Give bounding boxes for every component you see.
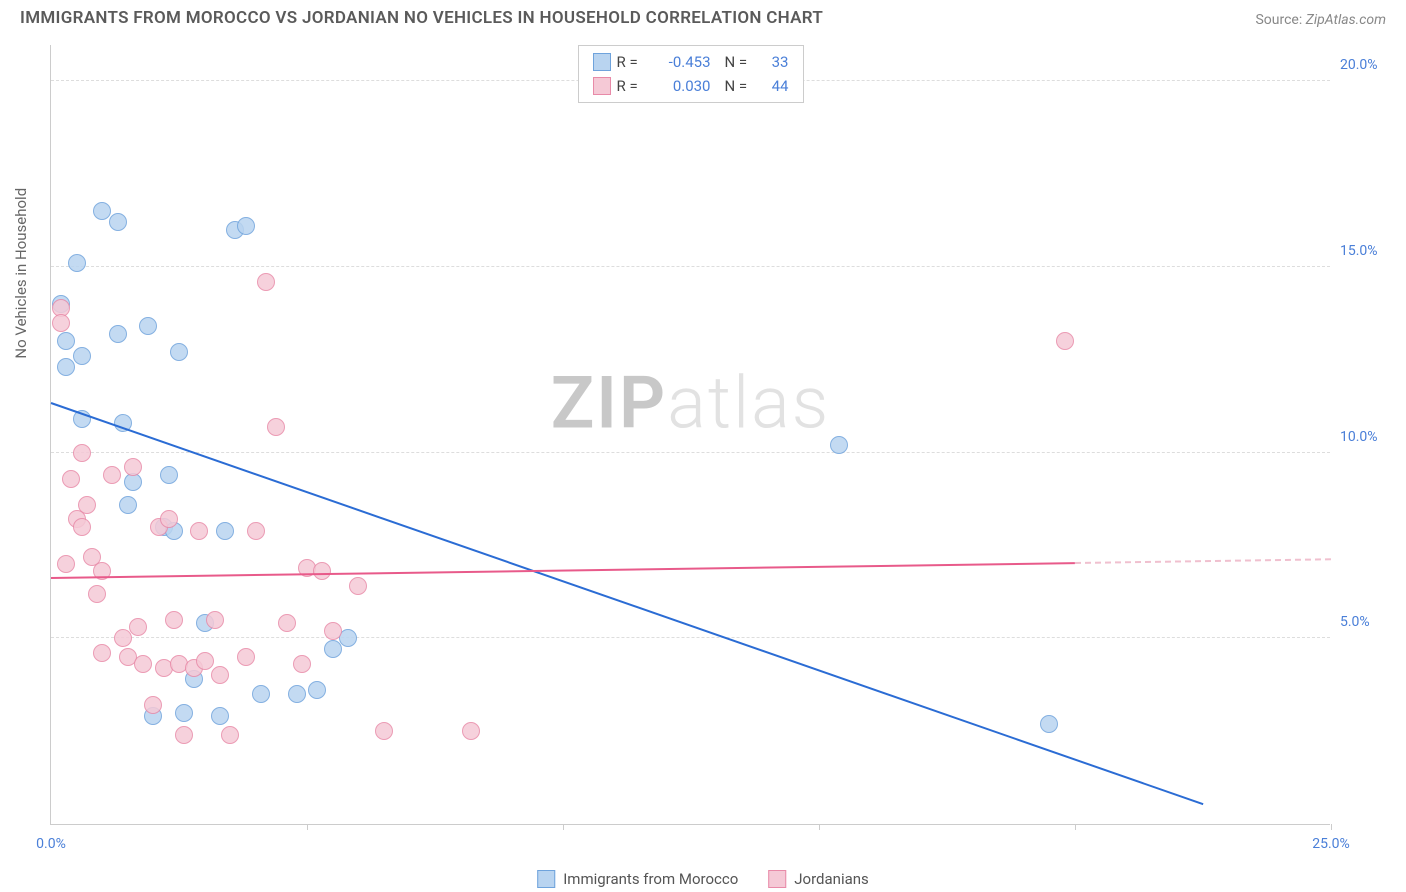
data-point-jordanian	[206, 611, 224, 629]
data-point-jordanian	[349, 577, 367, 595]
trend-line	[51, 562, 1075, 579]
legend-item-jordanian: Jordanians	[768, 870, 869, 888]
y-tick-label: 5.0%	[1340, 614, 1390, 630]
data-point-jordanian	[103, 466, 121, 484]
data-point-jordanian	[57, 555, 75, 573]
source-label: Source:	[1255, 12, 1305, 28]
x-tick	[1331, 824, 1332, 830]
source-attribution: Source: ZipAtlas.com	[1255, 9, 1386, 28]
data-point-jordanian	[313, 562, 331, 580]
data-point-morocco	[175, 704, 193, 722]
legend-label: Jordanians	[794, 870, 869, 888]
series-legend: Immigrants from Morocco Jordanians	[537, 870, 869, 888]
n-value: 44	[759, 74, 789, 98]
data-point-jordanian	[257, 273, 275, 291]
x-tick-label: 25.0%	[1312, 836, 1350, 852]
grid-line	[51, 637, 1330, 638]
data-point-morocco	[57, 332, 75, 350]
data-point-morocco	[308, 681, 326, 699]
data-point-morocco	[324, 640, 342, 658]
r-value: 0.030	[651, 74, 711, 98]
legend-label: Immigrants from Morocco	[563, 870, 738, 888]
data-point-morocco	[160, 466, 178, 484]
source-name: ZipAtlas.com	[1306, 12, 1386, 28]
data-point-jordanian	[114, 629, 132, 647]
data-point-morocco	[237, 217, 255, 235]
data-point-jordanian	[247, 522, 265, 540]
n-label: N =	[725, 50, 753, 74]
chart-plot-area: No Vehicles in Household ZIPatlas R =-0.…	[50, 45, 1330, 825]
data-point-morocco	[119, 496, 137, 514]
x-tick	[819, 824, 820, 830]
data-point-morocco	[139, 317, 157, 335]
data-point-jordanian	[73, 518, 91, 536]
data-point-morocco	[288, 685, 306, 703]
legend-row-morocco: R =-0.453 N =33	[593, 50, 789, 74]
x-tick	[307, 824, 308, 830]
data-point-jordanian	[160, 510, 178, 528]
data-point-morocco	[211, 707, 229, 725]
data-point-jordanian	[144, 696, 162, 714]
chart-title: IMMIGRANTS FROM MOROCCO VS JORDANIAN NO …	[20, 8, 823, 28]
grid-line	[51, 452, 1330, 453]
x-tick-label: 0.0%	[36, 836, 66, 852]
data-point-morocco	[170, 343, 188, 361]
data-point-morocco	[68, 254, 86, 272]
data-point-jordanian	[462, 722, 480, 740]
n-value: 33	[759, 50, 789, 74]
data-point-jordanian	[293, 655, 311, 673]
data-point-jordanian	[62, 470, 80, 488]
data-point-jordanian	[52, 314, 70, 332]
trend-line	[1075, 558, 1331, 564]
data-point-jordanian	[278, 614, 296, 632]
data-point-jordanian	[165, 611, 183, 629]
n-label: N =	[725, 74, 753, 98]
data-point-morocco	[57, 358, 75, 376]
data-point-morocco	[109, 325, 127, 343]
grid-line	[51, 266, 1330, 267]
data-point-jordanian	[93, 644, 111, 662]
y-axis-label: No Vehicles in Household	[12, 187, 30, 358]
data-point-jordanian	[124, 458, 142, 476]
legend-swatch	[768, 870, 786, 888]
data-point-jordanian	[134, 655, 152, 673]
r-label: R =	[617, 74, 645, 98]
data-point-jordanian	[78, 496, 96, 514]
x-tick	[1075, 824, 1076, 830]
data-point-jordanian	[324, 622, 342, 640]
y-tick-label: 20.0%	[1340, 57, 1390, 73]
data-point-jordanian	[190, 522, 208, 540]
data-point-morocco	[339, 629, 357, 647]
data-point-morocco	[73, 347, 91, 365]
data-point-morocco	[1040, 715, 1058, 733]
correlation-legend: R =-0.453 N =33 R =0.030 N =44	[578, 45, 804, 103]
legend-swatch	[593, 77, 611, 95]
y-tick-label: 10.0%	[1340, 429, 1390, 445]
data-point-morocco	[109, 213, 127, 231]
data-point-jordanian	[175, 726, 193, 744]
trend-line	[51, 402, 1204, 805]
data-point-morocco	[252, 685, 270, 703]
data-point-morocco	[830, 436, 848, 454]
data-point-morocco	[216, 522, 234, 540]
legend-swatch	[593, 53, 611, 71]
x-tick	[563, 824, 564, 830]
data-point-jordanian	[129, 618, 147, 636]
data-point-jordanian	[237, 648, 255, 666]
r-label: R =	[617, 50, 645, 74]
data-point-jordanian	[73, 444, 91, 462]
data-point-jordanian	[221, 726, 239, 744]
legend-item-morocco: Immigrants from Morocco	[537, 870, 738, 888]
scatter-plot: 5.0%10.0%15.0%20.0%0.0%25.0%	[51, 45, 1330, 824]
r-value: -0.453	[651, 50, 711, 74]
y-tick-label: 15.0%	[1340, 243, 1390, 259]
data-point-jordanian	[211, 666, 229, 684]
data-point-jordanian	[196, 652, 214, 670]
legend-swatch	[537, 870, 555, 888]
data-point-jordanian	[375, 722, 393, 740]
legend-row-jordanian: R =0.030 N =44	[593, 74, 789, 98]
data-point-jordanian	[1056, 332, 1074, 350]
data-point-jordanian	[267, 418, 285, 436]
data-point-jordanian	[88, 585, 106, 603]
